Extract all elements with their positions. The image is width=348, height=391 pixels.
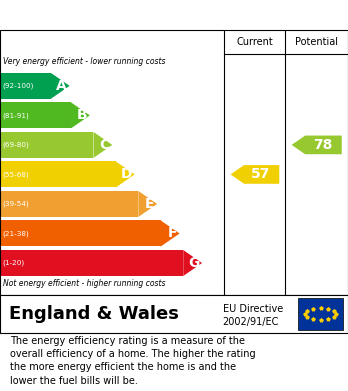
Polygon shape [94, 132, 112, 158]
Text: Not energy efficient - higher running costs: Not energy efficient - higher running co… [3, 279, 166, 288]
Text: C: C [99, 138, 109, 152]
Text: (69-80): (69-80) [2, 142, 29, 148]
Text: (21-38): (21-38) [2, 230, 29, 237]
Text: Potential: Potential [295, 37, 338, 47]
FancyBboxPatch shape [298, 298, 343, 330]
Text: EU Directive: EU Directive [223, 305, 283, 314]
Text: G: G [188, 256, 199, 270]
Polygon shape [183, 250, 202, 276]
Polygon shape [161, 221, 180, 246]
Bar [0, 132, 94, 158]
Text: England & Wales: England & Wales [9, 305, 179, 323]
Polygon shape [230, 165, 279, 184]
Text: 2002/91/EC: 2002/91/EC [223, 317, 279, 326]
Text: (55-68): (55-68) [2, 171, 29, 178]
Text: (92-100): (92-100) [2, 83, 34, 89]
Bar [0, 191, 139, 217]
Polygon shape [116, 161, 135, 187]
Text: 78: 78 [313, 138, 333, 152]
Text: D: D [120, 167, 132, 181]
Text: Current: Current [237, 37, 273, 47]
Polygon shape [71, 102, 90, 128]
Polygon shape [292, 136, 342, 154]
Text: Very energy efficient - lower running costs: Very energy efficient - lower running co… [3, 57, 166, 66]
Bar [0, 102, 71, 128]
Text: (39-54): (39-54) [2, 201, 29, 207]
Polygon shape [51, 73, 70, 99]
Bar [0, 161, 116, 187]
Text: (1-20): (1-20) [2, 260, 25, 266]
Text: Energy Efficiency Rating: Energy Efficiency Rating [10, 7, 220, 23]
Bar [0, 73, 51, 99]
Text: B: B [76, 108, 87, 122]
Text: The energy efficiency rating is a measure of the
overall efficiency of a home. T: The energy efficiency rating is a measur… [10, 336, 256, 386]
Text: (81-91): (81-91) [2, 112, 29, 118]
Text: F: F [167, 226, 177, 240]
Bar [0, 221, 161, 246]
Text: E: E [145, 197, 154, 211]
Text: A: A [56, 79, 67, 93]
Polygon shape [139, 191, 157, 217]
Text: 57: 57 [251, 167, 271, 181]
Bar [0, 250, 183, 276]
